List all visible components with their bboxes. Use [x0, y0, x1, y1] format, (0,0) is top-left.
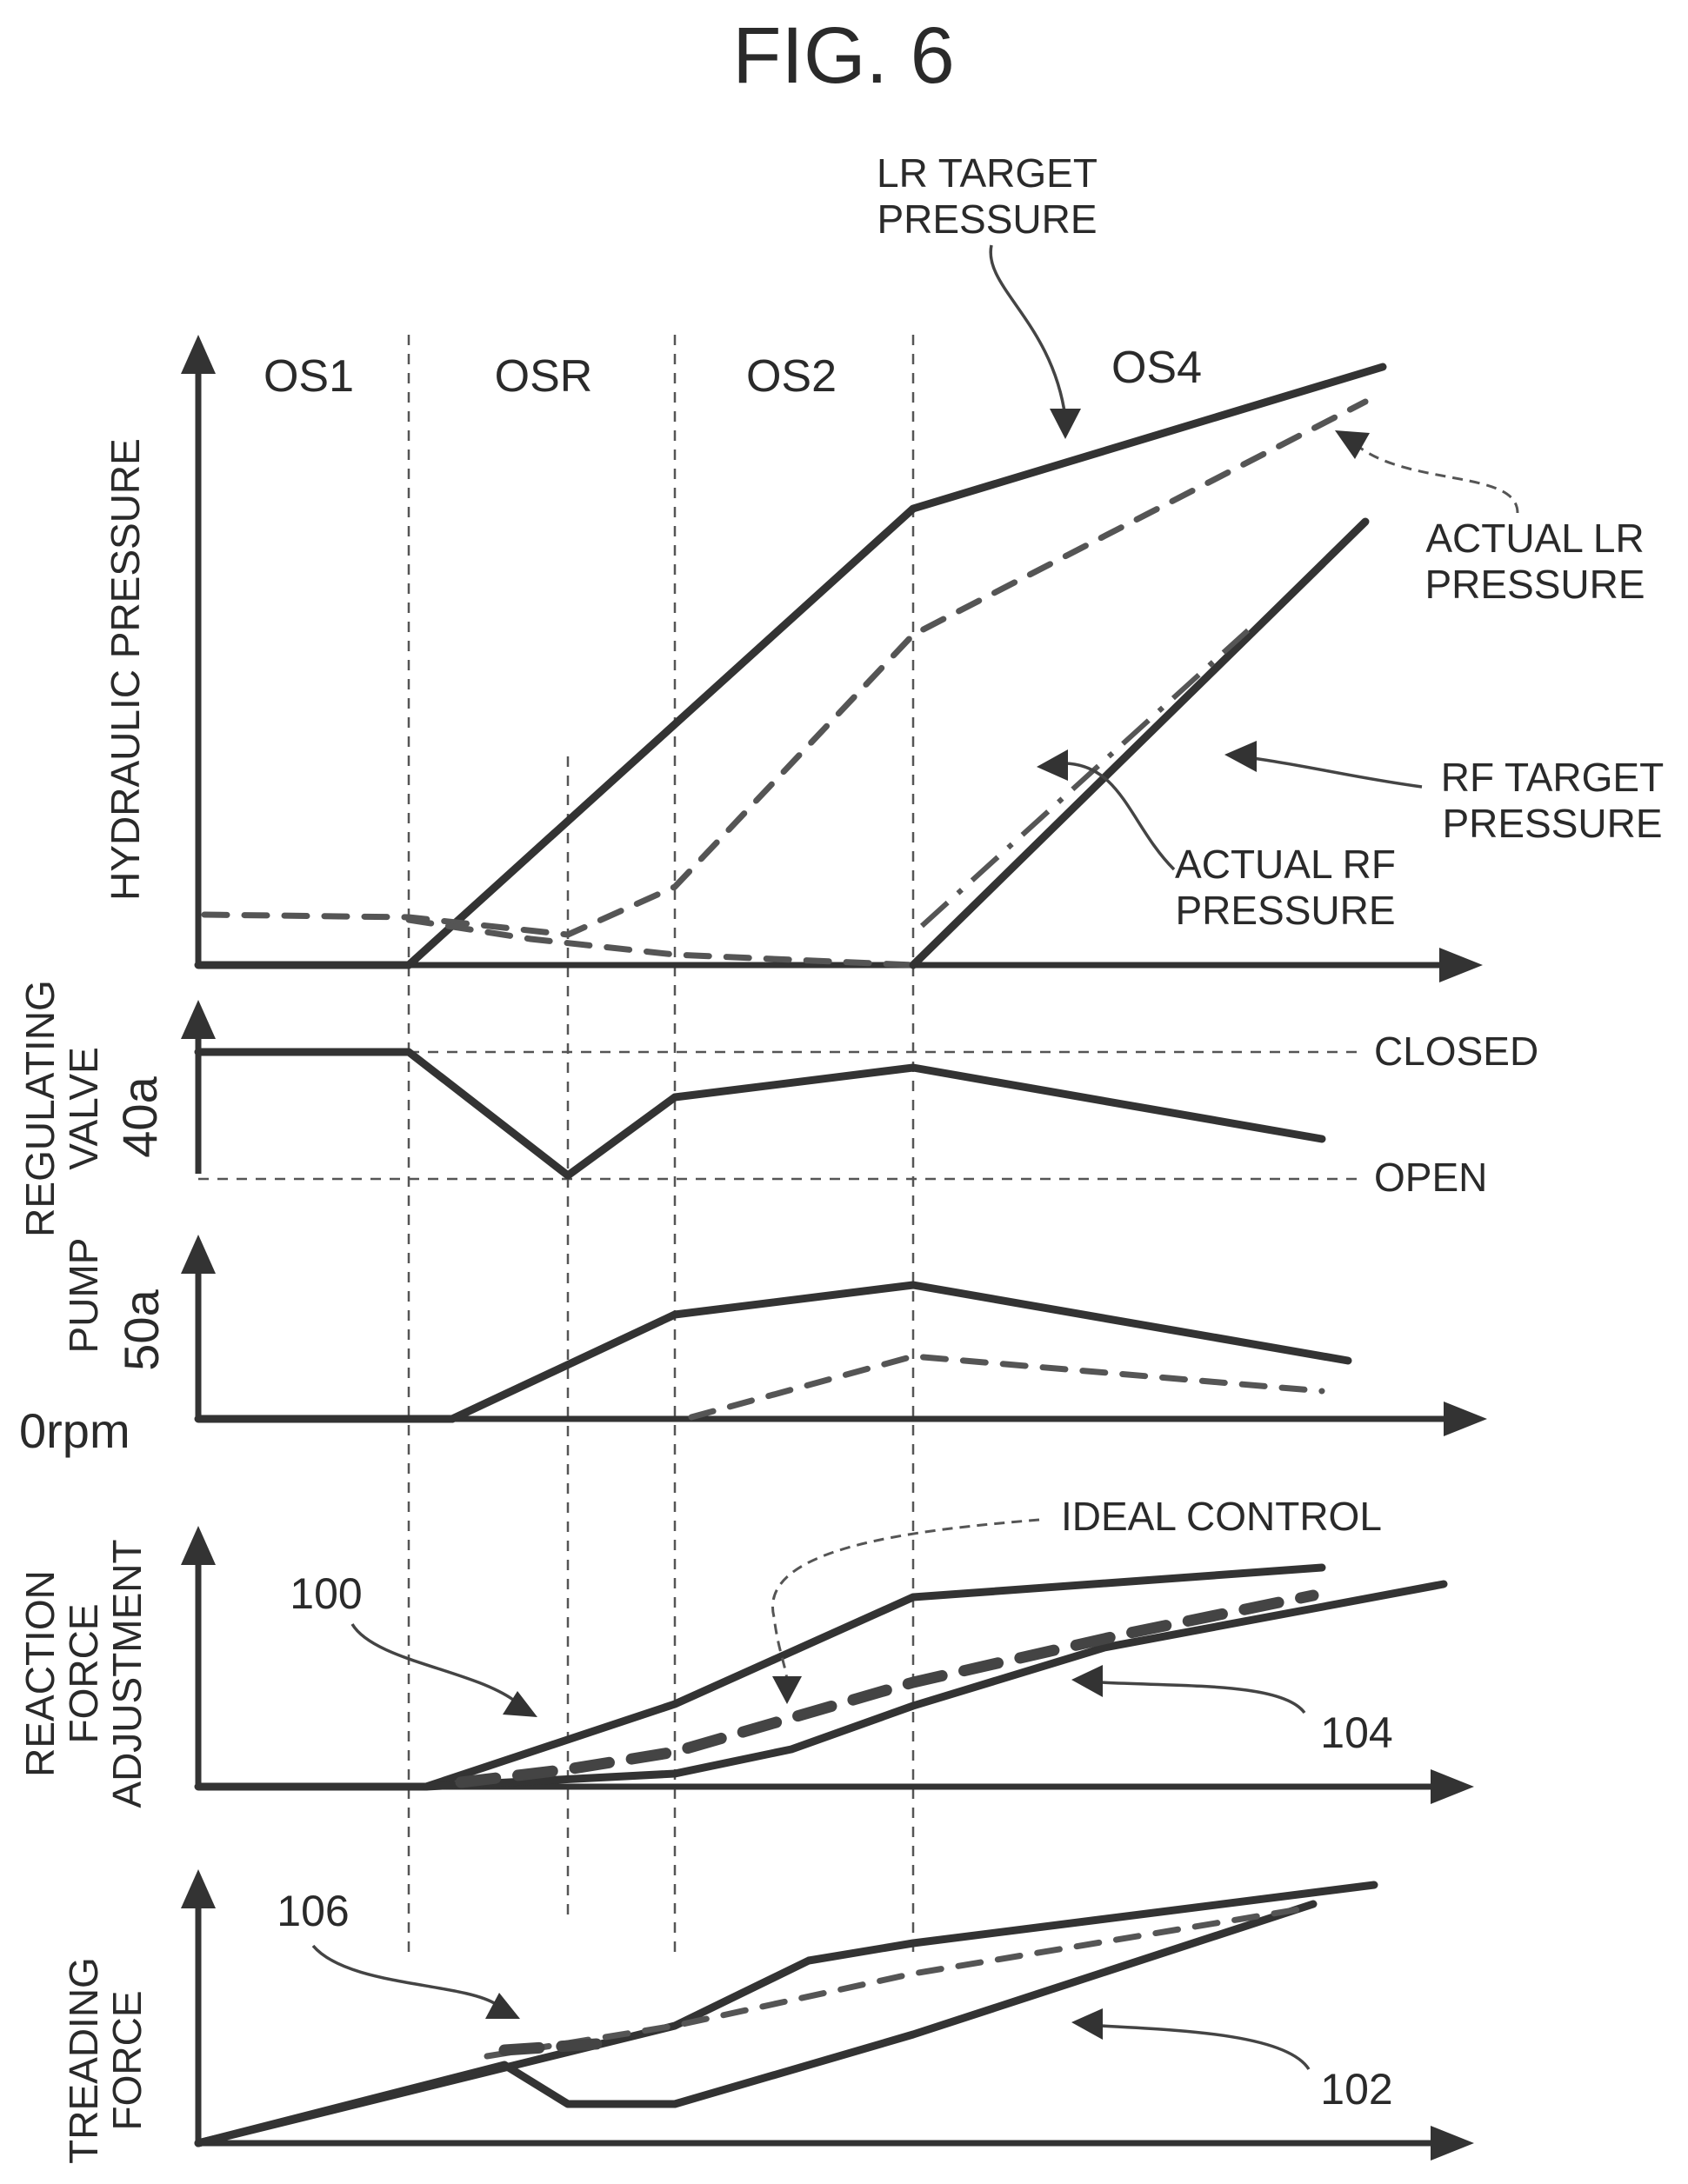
hydraulic-axis-label: HYDRAULIC PRESSURE — [103, 438, 148, 901]
ref-100-leader — [350, 1623, 515, 1701]
figure-title: FIG. 6 — [732, 11, 955, 100]
valve-opening-line — [194, 1048, 1326, 1180]
lr-pressure-decay-line — [405, 916, 917, 969]
reaction-upper-line-100 — [194, 1563, 1326, 1791]
actual-rf-pressure-line — [919, 628, 1251, 929]
lr-target-pressure-line — [194, 363, 1387, 969]
rf-target-leader-arrow — [1224, 741, 1257, 772]
valve-axis-label-line2: VALVE — [61, 1047, 106, 1169]
reaction-y-arrow — [181, 1526, 216, 1565]
actual-lr-leader-arrow — [1335, 430, 1370, 459]
ref-102-leader-arrow — [1071, 2008, 1103, 2040]
ideal-control-leader-arrow — [772, 1676, 802, 1704]
actual-lr-leader — [1356, 443, 1519, 514]
reaction-lower-line-104 — [422, 1580, 1448, 1791]
ref-104-leader — [1099, 1681, 1306, 1715]
hydraulic-y-arrow — [181, 335, 216, 374]
lr-target-label-line2: PRESSURE — [877, 196, 1097, 242]
pump-speed-line — [194, 1281, 1352, 1423]
closed-label: CLOSED — [1374, 1029, 1538, 1074]
treading-thick-segment — [498, 2037, 615, 2056]
actual-rf-label-line2: PRESSURE — [1175, 888, 1395, 933]
rf-target-label: RF TARGET — [1441, 755, 1664, 800]
lr-target-leader — [989, 244, 1067, 418]
hydraulic-panel: HYDRAULIC PRESSURE LR TARGET PRESSURE AC… — [103, 150, 1664, 982]
ref-106-leader-arrow — [485, 1993, 520, 2019]
treading-dashed-line — [484, 1905, 1308, 2060]
pump-panel: PUMP 50a 0rpm — [19, 1235, 1487, 1458]
phase-label-osr: OSR — [495, 351, 593, 402]
reaction-axis-label: REACTION — [17, 1570, 63, 1777]
actual-lr-label-line2: PRESSURE — [1424, 562, 1645, 607]
rf-target-label-line2: PRESSURE — [1442, 801, 1662, 846]
actual-lr-label: ACTUAL LR — [1425, 516, 1644, 561]
actual-lr-pressure-line — [201, 398, 1369, 938]
lr-target-leader-arrow — [1050, 409, 1081, 439]
pump-axis-label: PUMP — [61, 1238, 106, 1354]
pump-y-arrow — [181, 1235, 216, 1274]
treading-y-arrow — [181, 1869, 216, 1908]
ideal-control-line — [455, 1589, 1319, 1788]
ideal-control-label: IDEAL CONTROL — [1061, 1494, 1382, 1539]
ref-label-100: 100 — [290, 1569, 362, 1618]
phase-label-os2: OS2 — [746, 351, 837, 402]
pump-zero-label: 0rpm — [19, 1403, 130, 1458]
phase-label-os4: OS4 — [1111, 343, 1202, 393]
pump-speed-dashed-line — [688, 1353, 1325, 1421]
actual-rf-leader-arrow — [1037, 749, 1068, 781]
valve-axis-label: REGULATING — [17, 980, 63, 1237]
phase-label-os1: OS1 — [264, 351, 354, 402]
open-label: OPEN — [1374, 1155, 1487, 1200]
ref-106-leader — [311, 1944, 497, 2006]
treading-panel: TREADING FORCE 106 102 — [61, 1869, 1474, 2164]
treading-axis-label: TREADING — [61, 1957, 106, 2164]
ref-label-106: 106 — [277, 1887, 349, 1935]
valve-panel: CLOSED OPEN REGULATING VALVE 40a — [17, 980, 1538, 1237]
treading-lower-line-102 — [194, 1900, 1318, 2147]
ref-label-104: 104 — [1320, 1708, 1392, 1757]
reaction-axis-label-line3: ADJUSTMENT — [104, 1539, 150, 1808]
valve-ref-label: 40a — [112, 1075, 167, 1157]
reaction-x-arrow — [1431, 1769, 1474, 1804]
reaction-panel: REACTION FORCE ADJUSTMENT IDEAL CONTROL … — [17, 1494, 1474, 1808]
ref-label-102: 102 — [1320, 2065, 1392, 2114]
pump-ref-label: 50a — [114, 1288, 169, 1370]
actual-rf-leader — [1064, 762, 1176, 871]
ref-104-leader-arrow — [1071, 1665, 1103, 1697]
pump-x-arrow — [1444, 1402, 1487, 1436]
ref-100-leader-arrow — [503, 1691, 537, 1717]
treading-axis-label-line2: FORCE — [104, 1991, 150, 2131]
valve-y-arrow — [181, 1000, 216, 1039]
treading-x-arrow — [1431, 2126, 1474, 2161]
rf-target-leader — [1251, 756, 1423, 789]
hydraulic-x-arrow — [1439, 948, 1483, 982]
actual-rf-label: ACTUAL RF — [1175, 842, 1396, 887]
lr-target-label: LR TARGET — [877, 150, 1098, 196]
ref-102-leader — [1099, 2024, 1311, 2070]
rf-target-pressure-line — [909, 517, 1370, 969]
reaction-axis-label-line2: FORCE — [61, 1604, 106, 1744]
treading-upper-line-106 — [194, 1881, 1378, 2147]
